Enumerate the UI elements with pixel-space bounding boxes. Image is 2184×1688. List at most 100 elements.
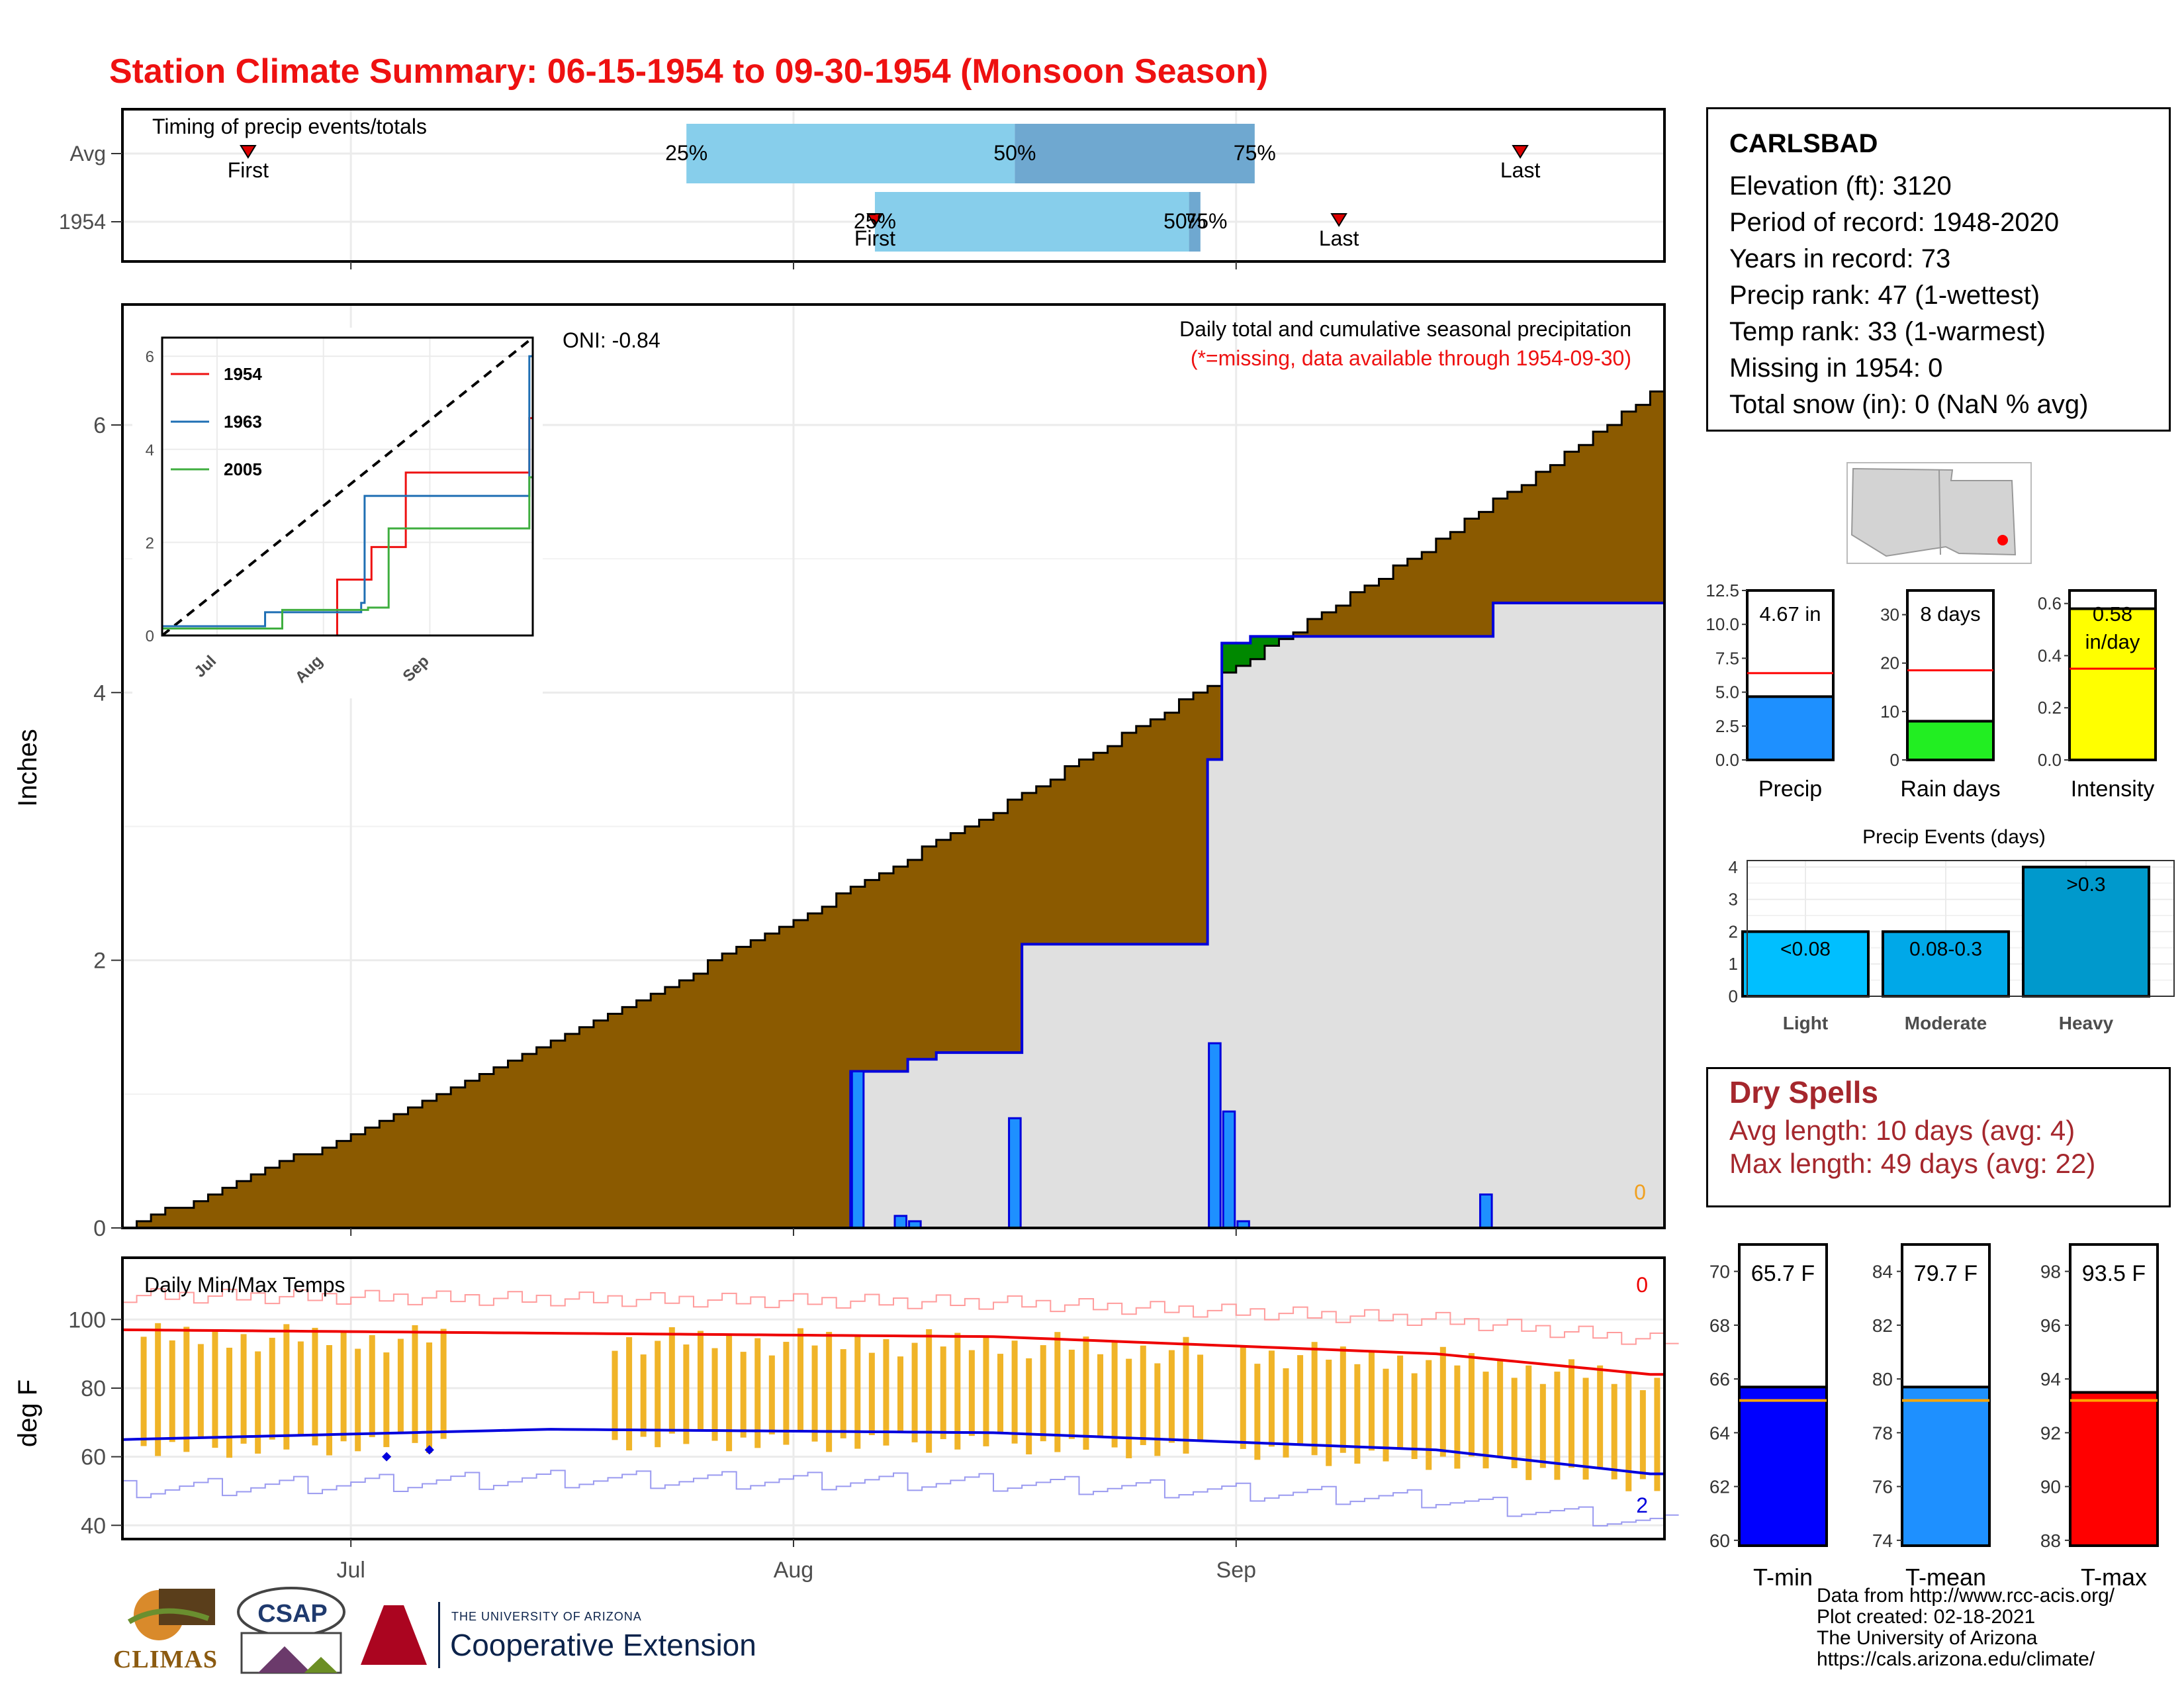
mini-tick-label: 10	[1880, 702, 1899, 722]
events-tick-label: 4	[1729, 857, 1738, 877]
daily-temp-bar	[1254, 1364, 1261, 1460]
avg-last-label: Last	[1500, 158, 1541, 182]
summary-bars: 0.0 2.5 5.0 7.5 10.0 12.5 4.67 in Precip 0 10 20 30…	[1706, 581, 2157, 802]
dry-spells-max: Max length: 49 days (avg: 22)	[1729, 1148, 2096, 1179]
event-bar-label: 0.08-0.3	[1909, 938, 1982, 960]
credit-line: Plot created: 02-18-2021	[1817, 1606, 2036, 1628]
station-precip-rank: Precip rank: 47 (1-wettest)	[1729, 281, 2040, 310]
inset-bg	[132, 328, 543, 698]
daily-temp-bar	[797, 1328, 803, 1431]
daily-temp-bar	[1126, 1358, 1132, 1458]
temp-tick-label: 88	[2040, 1530, 2061, 1551]
daily-temp-bar	[1539, 1383, 1546, 1468]
inset-series-line	[162, 476, 533, 630]
daily-temp-bar	[811, 1345, 818, 1442]
csap-logo-text: CSAP	[257, 1600, 328, 1628]
avg-max-line	[122, 1328, 1664, 1376]
main-frame	[121, 303, 1666, 1229]
inset-series-line	[162, 355, 533, 628]
daily-temp-bar	[997, 1354, 1004, 1433]
station-years: Years in record: 73	[1729, 244, 1951, 273]
inset-legend-label: 2005	[224, 459, 262, 479]
station-elevation: Elevation (ft): 3120	[1729, 171, 1952, 201]
temp-tick-label: 96	[2040, 1315, 2061, 1336]
temp-tick-label: 62	[1709, 1477, 1730, 1497]
daily-temp-bar	[1511, 1378, 1518, 1468]
daily-temp-bar	[1383, 1368, 1389, 1462]
daily-temp-bar	[726, 1335, 733, 1452]
daily-temp-bar	[655, 1340, 661, 1448]
daily-temp-bar	[283, 1324, 290, 1450]
daily-temp-bar	[226, 1347, 233, 1458]
mini-tick-label: 0.2	[2038, 698, 2062, 718]
event-category-label: Light	[1783, 1013, 1828, 1033]
daily-temp-bar	[312, 1327, 318, 1446]
temp-tick-label: 66	[1709, 1369, 1730, 1389]
avg-first-label: First	[228, 158, 269, 182]
ua-small-text: THE UNIVERSITY OF ARIZONA	[451, 1610, 642, 1623]
daily-precip-bar	[908, 1220, 922, 1228]
inset-frame	[161, 336, 534, 637]
temp-bar-value-label: 93.5 F	[2082, 1261, 2146, 1286]
mini-tick-label: 20	[1880, 653, 1899, 673]
daily-temp-bar	[1054, 1332, 1061, 1452]
y-axis-label: Inches	[13, 729, 42, 807]
daily-temp-bar	[1097, 1354, 1104, 1437]
daily-temp-bar	[1297, 1355, 1304, 1444]
y-axis-label: deg F	[13, 1380, 42, 1447]
daily-temp-bar	[1040, 1345, 1046, 1442]
y1954-p50-label: 50%	[1163, 209, 1206, 233]
daily-temp-bar	[1454, 1365, 1461, 1469]
mini-tick-label: 0.0	[2038, 750, 2062, 770]
daily-temp-bar	[1554, 1372, 1561, 1480]
daily-temp-bar	[1111, 1340, 1118, 1448]
daily-temp-bar	[683, 1344, 690, 1444]
daily-temp-bar	[1525, 1365, 1532, 1480]
x-tick-label: Jul	[336, 1558, 365, 1583]
record-max-count: 0	[1636, 1273, 1648, 1297]
y-tick-label: 2	[93, 949, 106, 974]
daily-temp-bar	[255, 1351, 261, 1454]
daily-temp-bar	[1468, 1353, 1475, 1457]
daily-temp-bar	[1140, 1345, 1146, 1446]
dry-spells-title: Dry Spells	[1729, 1075, 1878, 1109]
temp-bar-value	[1738, 1385, 1828, 1547]
event-bar-label: >0.3	[2066, 874, 2105, 896]
temp-tick-label: 64	[1709, 1423, 1730, 1443]
row-label: 1954	[59, 210, 106, 234]
daily-temp-bar	[854, 1335, 861, 1449]
event-bar-label: <0.08	[1780, 938, 1831, 960]
daily-temp-bar	[1411, 1373, 1418, 1460]
temp-tick-label: 98	[2040, 1262, 2061, 1282]
record-high-line	[122, 1288, 1679, 1345]
event-bar	[1741, 930, 1870, 998]
temp-tick-label: 70	[1709, 1262, 1730, 1282]
inset-y-tick: 2	[146, 534, 154, 552]
daily-temp-bar	[340, 1331, 347, 1442]
dry-spells-avg: Avg length: 10 days (avg: 4)	[1729, 1115, 2075, 1146]
mini-category-label: Precip	[1758, 776, 1822, 802]
y1954-first-marker	[866, 213, 884, 227]
daily-precip-bar	[1208, 1042, 1222, 1228]
daily-temp-bar	[768, 1355, 775, 1434]
locator-map	[1846, 462, 2032, 564]
temp-tick-label: 74	[1872, 1530, 1893, 1551]
daily-temp-bar	[668, 1327, 675, 1434]
station-snow: Total snow (in): 0 (NaN % avg)	[1729, 390, 2089, 419]
daily-temp-bar	[783, 1342, 790, 1445]
mini-value-label: 8 days	[1920, 602, 1980, 626]
temp-tick-label: 82	[1872, 1315, 1893, 1336]
mini-value-label: in/day	[2085, 630, 2140, 653]
ua-divider	[438, 1602, 440, 1668]
climas-logo-mark	[127, 1589, 215, 1640]
daily-temp-bar	[240, 1334, 247, 1444]
mini-tick-label: 7.5	[1715, 648, 1739, 668]
oni-label: ONI: -0.84	[563, 328, 660, 352]
daily-precip-bar	[1008, 1117, 1022, 1228]
daily-temp-bar	[826, 1332, 833, 1452]
y1954-last-label: Last	[1319, 226, 1359, 250]
daily-temp-bar	[326, 1344, 333, 1456]
daily-temp-bar	[355, 1348, 361, 1452]
temp-chart: 40 60 80 100 Jul Aug Sep deg F Daily Min/Max Tem…	[13, 1256, 1679, 1583]
event-category-label: Heavy	[2059, 1013, 2114, 1033]
